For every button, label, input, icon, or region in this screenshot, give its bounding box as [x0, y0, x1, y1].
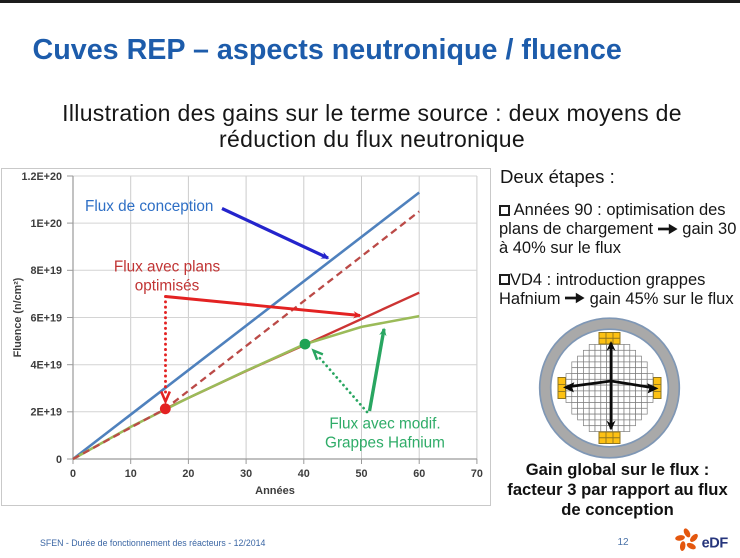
- svg-text:40: 40: [298, 468, 310, 480]
- svg-text:Années: Années: [255, 485, 295, 497]
- svg-text:6E+19: 6E+19: [30, 312, 62, 324]
- svg-text:eDF: eDF: [702, 535, 729, 551]
- svg-text:20: 20: [182, 468, 194, 480]
- svg-text:Fluence (n/cm²): Fluence (n/cm²): [12, 277, 24, 357]
- svg-text:1.2E+20: 1.2E+20: [21, 171, 62, 183]
- svg-text:2E+19: 2E+19: [30, 407, 62, 419]
- svg-text:10: 10: [125, 468, 137, 480]
- svg-text:Flux avec plans: Flux avec plans: [114, 259, 221, 276]
- svg-text:60: 60: [413, 468, 425, 480]
- svg-text:Flux de conception: Flux de conception: [85, 198, 213, 215]
- svg-text:50: 50: [355, 468, 367, 480]
- svg-text:Flux avec modif.: Flux avec modif.: [329, 416, 440, 433]
- svg-text:0: 0: [70, 468, 76, 480]
- svg-text:70: 70: [471, 468, 483, 480]
- svg-text:Grappes Hafnium: Grappes Hafnium: [325, 435, 445, 452]
- svg-text:optimisés: optimisés: [135, 278, 200, 295]
- svg-text:0: 0: [56, 454, 62, 466]
- svg-text:1E+20: 1E+20: [30, 218, 62, 230]
- svg-text:8E+19: 8E+19: [30, 265, 62, 277]
- svg-text:4E+19: 4E+19: [30, 360, 62, 372]
- svg-text:30: 30: [240, 468, 252, 480]
